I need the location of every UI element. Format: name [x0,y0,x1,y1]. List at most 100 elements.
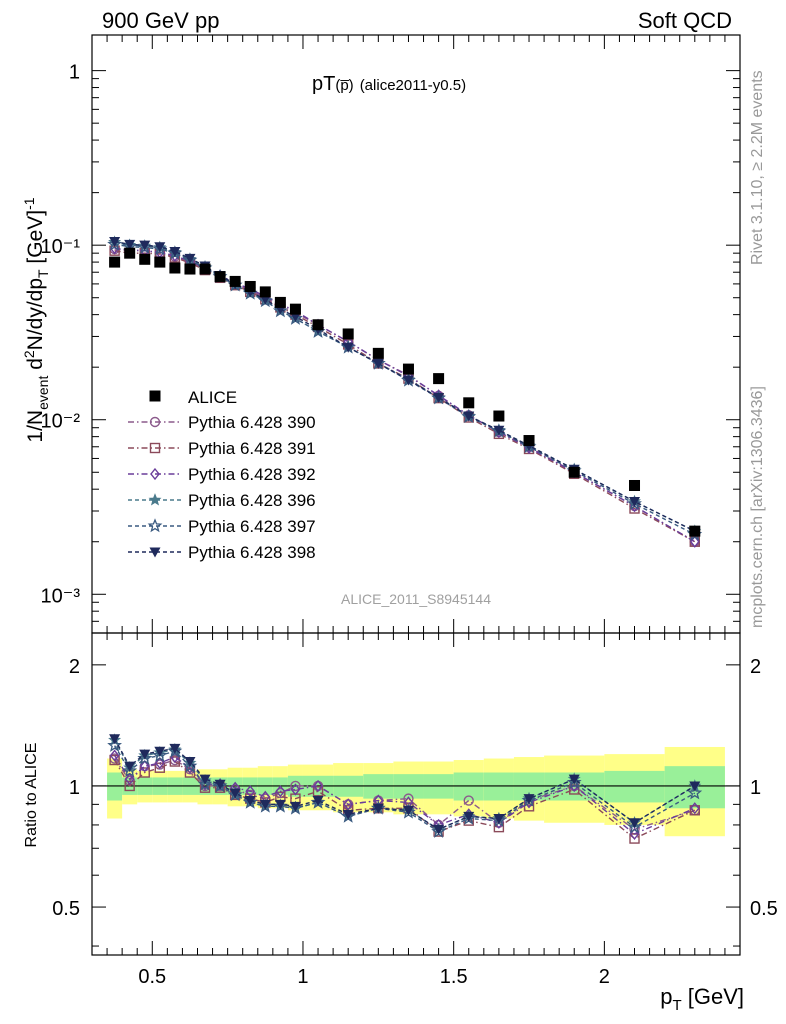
series-point-ratio-2 [124,772,135,786]
legend-marker-1 [149,442,161,454]
data-point [274,296,286,308]
series-point-ratio-5 [259,799,271,810]
data-point [214,271,226,283]
main-panel: 1 10⁻¹ 10⁻² 10⁻³ 1/Nevent d2N/dy/dpT [GeV]-… [21,34,741,634]
series-point-ratio-4 [627,819,642,834]
legend-label-0: Pythia 6.428 390 [188,413,316,432]
main-plot-area [107,235,703,548]
series-point-main-5 [402,375,414,386]
series-point-ratio-2 [689,802,700,815]
series-line-main-5 [114,240,696,532]
title-tag: (alice2011-y0.5) [360,77,466,94]
legend-label-3: Pythia 6.428 396 [188,491,316,510]
data-point [689,525,701,537]
series-point-main-5 [154,242,166,253]
series-point-main-5 [169,246,181,257]
ratio-y-tick-label-left: 2 [69,656,80,678]
series-point-ratio-5 [229,788,241,799]
data-point [199,263,211,275]
series-point-ratio-5 [184,757,196,768]
series-point-main-4 [107,236,123,251]
y-tick-label: 10⁻³ [41,585,81,607]
legend-label-4: Pythia 6.428 397 [188,517,316,536]
series-point-ratio-5 [463,811,475,822]
series-point-main-5 [433,393,445,404]
legend-label-5: Pythia 6.428 398 [188,543,316,562]
data-point [312,319,324,331]
series-point-ratio-1 [139,767,150,778]
legend-marker-4 [147,518,163,533]
series-point-ratio-5 [169,743,181,754]
data-point [259,286,271,298]
series-point-main-5 [342,342,354,353]
main-x-axis [91,35,741,633]
series-point-ratio-5 [629,818,641,829]
series-point-ratio-5 [139,749,151,760]
series-point-ratio-5 [689,781,701,792]
x-axis-label: pT [GeV] [660,984,744,1014]
ratio-panel: 0.5 0.5 1 1 2 2 0.5 1 1.5 2 Ratio to ALICE pT [G… [23,632,778,1014]
series-point-ratio-5 [568,774,580,785]
data-point [463,397,475,409]
series-point-ratio-5 [289,801,301,812]
main-title: pT(p̅) (alice2011-y0.5) [312,73,466,95]
data-point [244,280,256,292]
series-point-ratio-0 [463,795,474,806]
series-point-ratio-5 [342,809,354,820]
series-point-ratio-5 [312,796,324,807]
legend-marker-3 [148,493,162,506]
series-point-main-5 [184,253,196,264]
title-pt: pT [312,73,335,95]
series-point-ratio-2 [629,827,640,841]
y-tick-label: 10⁻² [41,411,81,433]
series-point-ratio-2 [154,756,165,770]
series-point-ratio-2 [290,783,301,796]
data-point [289,303,301,315]
series-point-ratio-4 [152,747,168,762]
legend-marker-0 [149,416,161,428]
series-point-ratio-2 [275,785,286,798]
series-point-ratio-1 [169,756,181,767]
uncertainty-band-stat [604,770,665,803]
ratio-y-axis: 0.5 0.5 1 1 2 2 [52,656,778,947]
series-point-ratio-5 [109,734,121,745]
series-line-main-4 [114,243,696,536]
data-point [154,256,166,268]
legend-marker-2 [150,467,160,481]
legend: ALICE Pythia 6.428 390 Pythia 6.428 391 Pyt… [128,388,316,562]
ratio-frame [91,632,741,956]
series-point-ratio-5 [154,746,166,757]
series-point-ratio-4 [182,758,198,773]
ratio-plot-area [92,733,740,844]
series-point-main-5 [124,239,136,250]
series-point-ratio-4 [137,750,153,765]
ratio-ylabel: Ratio to ALICE [23,743,40,848]
y-tick-label: 10⁻¹ [41,236,81,258]
series-point-ratio-5 [493,814,505,825]
data-point [372,347,384,359]
header-right-label: Soft QCD [638,8,732,33]
data-point [433,373,445,385]
series-point-main-5 [629,497,641,508]
ratio-y-tick-label-right: 1 [750,777,761,799]
series-point-ratio-5 [214,779,226,790]
series-point-main-5 [109,236,121,247]
ratio-y-tick-label-left: 1 [69,777,80,799]
series-point-main-5 [139,240,151,251]
series-point-ratio-5 [199,774,211,785]
legend-label-2: Pythia 6.428 392 [188,465,316,484]
side-label-bottom: mcplots.cern.ch [arXiv:1306.3436] [749,386,766,628]
series-point-ratio-2 [109,749,120,762]
series-point-main-5 [493,425,505,436]
data-point [342,328,354,340]
data-point [523,435,535,447]
data-point [169,262,181,274]
ratio-y-tick-label-right: 0.5 [750,898,778,920]
series-point-ratio-4 [122,763,138,778]
main-y-axis: 1 10⁻¹ 10⁻² 10⁻³ [41,62,740,634]
x-tick-label: 0.5 [138,966,166,988]
data-point [184,263,196,275]
header-left-label: 900 GeV pp [102,8,219,33]
legend-marker-data [149,390,161,402]
